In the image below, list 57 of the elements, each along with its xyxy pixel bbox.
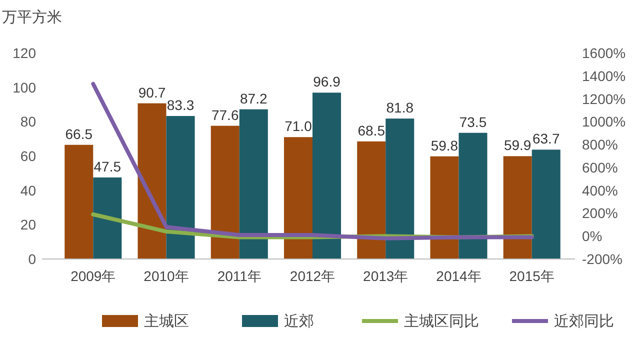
bar	[284, 137, 312, 259]
data-label: 83.3	[166, 97, 194, 113]
data-label: 71.0	[284, 118, 312, 134]
bar	[210, 126, 240, 259]
data-label: 59.8	[430, 137, 458, 154]
bar	[64, 144, 94, 259]
y2-tick-label: 400%	[582, 182, 618, 198]
y2-tick-label: 1600%	[582, 45, 626, 61]
legend-label: 主城区同比	[404, 313, 479, 330]
data-label: 47.5	[94, 158, 122, 174]
data-label: 66.5	[65, 126, 93, 142]
legend-label: 主城区	[144, 313, 189, 330]
x-tick-label: 2014年	[436, 268, 482, 284]
y-tick-label: 80	[20, 114, 36, 130]
y-tick-label: 60	[20, 148, 36, 164]
y-axis-title: 万平方米	[2, 9, 62, 26]
legend-label: 近郊同比	[554, 313, 614, 330]
y-tick-label: 40	[20, 182, 36, 198]
bar	[503, 156, 532, 259]
bar	[166, 116, 195, 259]
data-label: 68.5	[358, 122, 386, 138]
x-tick-label: 2015年	[509, 268, 554, 284]
y2-tick-label: 1000%	[582, 114, 626, 130]
y2-tick-label: 1200%	[582, 90, 626, 107]
y-tick-label: 0	[28, 251, 36, 267]
y2-tick-label: 1400%	[582, 68, 626, 84]
bar	[458, 132, 488, 259]
y2-tick-label: 0%	[582, 228, 602, 244]
data-label: 90.7	[138, 84, 166, 100]
bar	[357, 141, 386, 259]
data-label: 63.7	[532, 130, 560, 147]
data-label: 81.8	[386, 100, 414, 116]
data-label: 73.5	[459, 114, 487, 130]
y-tick-label: 20	[20, 216, 36, 233]
data-label: 59.9	[504, 137, 532, 154]
x-tick-label: 2009年	[70, 268, 116, 284]
y2-tick-label: 800%	[582, 136, 618, 153]
x-tick-label: 2013年	[363, 268, 408, 284]
y2-tick-label: 600%	[582, 159, 618, 176]
data-label: 77.6	[211, 106, 239, 123]
data-label: 87.2	[240, 90, 268, 106]
x-tick-label: 2011年	[217, 268, 262, 284]
bar	[386, 118, 414, 259]
legend-label: 近郊	[284, 313, 314, 330]
y2-tick-label: 200%	[582, 205, 618, 222]
x-tick-label: 2012年	[290, 268, 336, 284]
x-tick-label: 2010年	[144, 268, 189, 284]
bar	[239, 109, 268, 259]
y2-tick-label: -200%	[582, 251, 622, 267]
y-tick-label: 100	[12, 79, 36, 96]
y-tick-label: 120	[12, 45, 36, 61]
data-label: 96.9	[313, 74, 341, 90]
bar	[93, 177, 122, 259]
bar	[138, 103, 166, 259]
bar	[312, 92, 342, 259]
bar	[532, 150, 560, 259]
bar	[430, 156, 459, 259]
